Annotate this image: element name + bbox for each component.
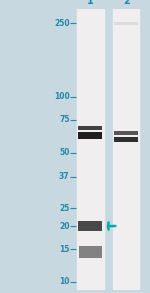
Bar xyxy=(78,132,102,139)
Text: 250: 250 xyxy=(54,19,69,28)
Text: 1: 1 xyxy=(87,0,94,6)
Text: 2: 2 xyxy=(123,0,130,6)
Text: 20: 20 xyxy=(59,222,69,231)
Text: 37: 37 xyxy=(59,172,69,181)
Bar xyxy=(114,137,138,142)
Bar xyxy=(114,22,138,25)
Bar xyxy=(77,9,104,290)
Text: 10: 10 xyxy=(59,277,69,286)
Text: 50: 50 xyxy=(59,148,69,157)
Text: 25: 25 xyxy=(59,204,69,213)
Text: 15: 15 xyxy=(59,245,69,254)
Bar xyxy=(78,126,102,130)
Text: 100: 100 xyxy=(54,92,69,101)
Bar xyxy=(78,221,102,231)
Bar xyxy=(114,131,138,134)
Bar xyxy=(113,9,140,290)
Text: 75: 75 xyxy=(59,115,69,125)
Bar xyxy=(79,246,102,258)
